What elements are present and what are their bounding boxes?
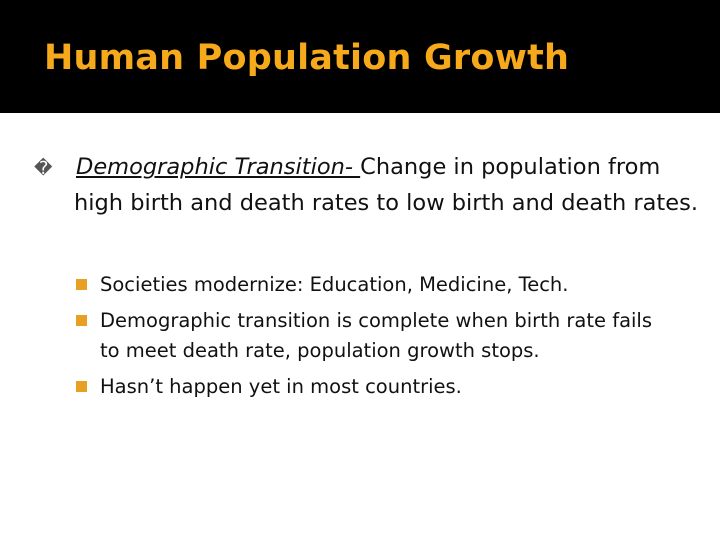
title-band: Human Population Growth <box>0 0 720 113</box>
sub-bullet-text: Demographic transition is complete when … <box>100 309 653 362</box>
slide-title: Human Population Growth <box>44 38 570 78</box>
square-bullet-icon <box>76 279 87 290</box>
sub-bullet-list: Societies modernize: Education, Medicine… <box>76 270 676 408</box>
main-bullet: � Demographic Transition- Change in popul… <box>34 150 714 220</box>
list-item: Societies modernize: Education, Medicine… <box>76 270 676 300</box>
sub-bullet-text: Hasn’t happen yet in most countries. <box>100 375 462 398</box>
bullet-glyph: � <box>34 158 53 179</box>
list-item: Demographic transition is complete when … <box>76 306 676 366</box>
term-label: Demographic Transition- <box>76 154 361 180</box>
square-bullet-icon <box>76 381 87 392</box>
term-definition: Change in population from high birth and… <box>74 154 698 216</box>
sub-bullet-text: Societies modernize: Education, Medicine… <box>100 273 569 296</box>
square-bullet-icon <box>76 315 87 326</box>
list-item: Hasn’t happen yet in most countries. <box>76 372 676 402</box>
